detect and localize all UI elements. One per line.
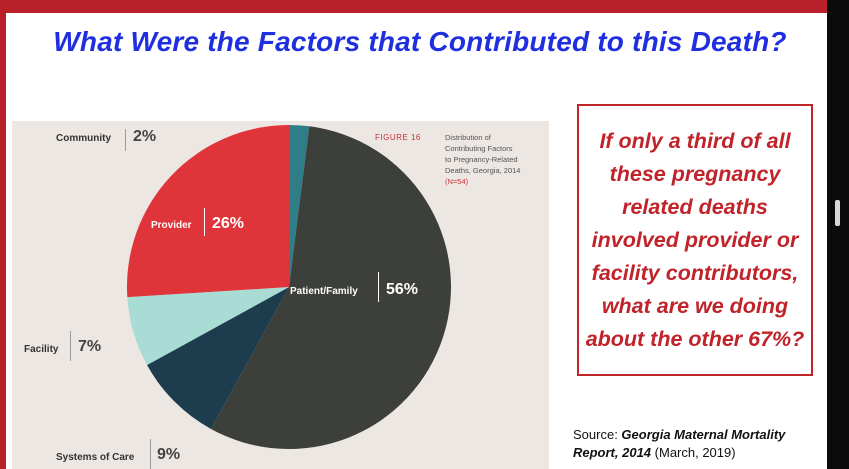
pie-slice-community: [289, 125, 310, 287]
caption-sample-size: (N=54): [445, 177, 469, 186]
slice-label-patient-family: Patient/Family: [290, 286, 358, 297]
source-citation: Source: Georgia Maternal Mortality Repor…: [573, 426, 833, 462]
figure-panel: FIGURE 16 Distribution of Contributing F…: [12, 121, 549, 469]
pie-slice-provider: [127, 125, 289, 298]
source-suffix: (March, 2019): [651, 445, 736, 460]
slice-value-facility: 7%: [78, 338, 102, 355]
figure-number: FIGURE 16: [375, 133, 421, 142]
slice-label-provider: Provider: [151, 220, 192, 231]
left-accent-bar: [0, 13, 6, 469]
pie-chart: [127, 125, 451, 449]
source-prefix: Source:: [573, 427, 622, 442]
slice-value-systems-of-care: 9%: [157, 446, 181, 463]
label-separator: [378, 272, 379, 302]
slice-value-community: 2%: [133, 128, 157, 145]
pie-slice-facility: [127, 287, 289, 366]
figure-caption: Distribution of Contributing Factors to …: [445, 132, 549, 187]
slice-value-patient-family: 56%: [386, 281, 419, 298]
callout-box: If only a third of all these pregnancy r…: [577, 104, 813, 376]
scroll-handle[interactable]: [835, 200, 840, 226]
source-report: Georgia Maternal Mortality Report, 2014: [573, 427, 786, 460]
caption-line: Contributing Factors: [445, 144, 513, 153]
caption-line: to Pregnancy-Related: [445, 155, 518, 164]
caption-line: Deaths, Georgia, 2014: [445, 166, 521, 175]
pie-slice-systems-of-care: [147, 287, 289, 429]
slide-title: What Were the Factors that Contributed t…: [53, 26, 787, 57]
pie-slice-patient-family: [210, 126, 451, 449]
top-accent-bar: [0, 0, 849, 13]
slice-label-systems-of-care: Systems of Care: [56, 452, 135, 463]
label-separator: [70, 331, 71, 361]
label-separator: [125, 129, 126, 151]
label-separator: [204, 208, 205, 236]
right-edge-strip: [827, 0, 849, 469]
callout-text: If only a third of all these pregnancy r…: [585, 128, 805, 351]
slice-label-facility: Facility: [24, 344, 59, 355]
caption-line: Distribution of: [445, 133, 491, 142]
slice-value-provider: 26%: [212, 215, 245, 232]
label-separator: [150, 439, 151, 469]
slice-label-community: Community: [56, 133, 111, 144]
